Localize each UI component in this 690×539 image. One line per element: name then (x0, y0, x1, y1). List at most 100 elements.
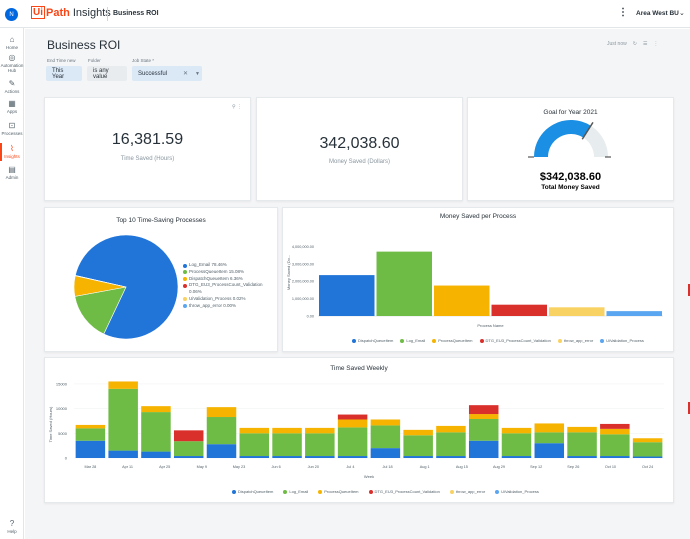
end-time-filter[interactable]: This Year (46, 66, 82, 81)
legend-item[interactable]: throw_app_error (449, 489, 485, 494)
pie-legend-item[interactable]: ProcessQueueItem 15.08% (183, 269, 267, 276)
sidebar-item-label: Automation Hub (0, 63, 24, 73)
pie-legend-item[interactable]: DispatchQueueItem 6.36% (183, 276, 267, 283)
chevron-down-icon[interactable]: ▼ (195, 70, 200, 77)
card-menu-icon[interactable]: ⚲ ⋮ (231, 104, 242, 110)
sidebar-item-help[interactable]: ? Help (0, 520, 24, 535)
job-state-filter[interactable]: Successful ✕ ▼ (132, 66, 202, 81)
bar (319, 275, 375, 316)
sidebar-item-processes[interactable]: ⊡ Processes (0, 122, 24, 137)
pie-slice (74, 234, 178, 340)
x-tick-label: Aug 1 (420, 465, 430, 469)
sidebar-item-insights[interactable]: ⌇ Insights (0, 143, 24, 161)
chevron-down-icon[interactable]: ⌄ (679, 10, 685, 17)
stacked-bar-segment (305, 456, 335, 458)
stacked-bar-segment (436, 432, 466, 457)
legend-item[interactable]: ProcessQueueItem (318, 489, 359, 494)
stacked-bar-segment (141, 451, 171, 458)
refresh-icon[interactable]: ↻ (632, 41, 637, 47)
sidebar-item-admin[interactable]: ▤ Admin (0, 166, 24, 181)
legend-item[interactable]: DTG_EU3_ProcessCount_Validation (479, 338, 551, 343)
money-saved-label: Money Saved (Dollars) (328, 159, 391, 165)
legend-item[interactable]: DTG_EU3_ProcessCount_Validation (368, 489, 440, 494)
pie-legend-item[interactable]: DTG_EU3_ProcessCount_Validation 0.06% (183, 282, 267, 296)
pie-chart-title: Top 10 Time-Saving Processes (116, 217, 206, 224)
goal-card: Goal for Year 2021 $342,038.60 Total Mon… (467, 97, 674, 201)
pie-chart (74, 234, 178, 340)
legend-dot (183, 277, 187, 282)
goal-title: Goal for Year 2021 (543, 109, 598, 116)
legend-item[interactable]: throw_app_error (557, 338, 594, 343)
legend-item[interactable]: Log_Email (283, 489, 308, 494)
stacked-bar-segment (141, 406, 171, 413)
more-options-icon[interactable]: ⋮ (618, 7, 628, 18)
dashboard-toolbar: Just now ↻ ☰ ⋮ (607, 41, 658, 47)
more-options-icon[interactable]: ⋮ (653, 41, 659, 47)
legend-label: UiValidation_Process (606, 338, 644, 343)
stacked-bar-segment (468, 405, 499, 415)
filter-label-end-time: End Time new (47, 58, 76, 63)
logo-ui: Ui (31, 6, 45, 19)
legend-item[interactable]: ProcessQueueItem (432, 338, 473, 343)
x-tick-label: Jun 6 (271, 465, 280, 469)
filter-icon[interactable]: ☰ (642, 41, 648, 47)
stacked-bar-segment (239, 456, 270, 458)
tenant-selector[interactable]: Area West BU (636, 10, 679, 17)
y-tick-label: 4,000,000.00 (292, 245, 314, 249)
filter-label-job-state: Job State * (132, 58, 155, 63)
y-tick-label: 1,000,000.00 (292, 297, 314, 301)
stacked-bar-segment (239, 427, 270, 434)
folder-filter[interactable]: is any value (87, 66, 127, 81)
pie-legend-item[interactable]: UiValidation_Process 0.02% (183, 296, 267, 303)
home-icon: ⌂ (9, 35, 15, 44)
x-tick-label: Jul 4 (346, 465, 354, 469)
time-saved-value: 16,381.59 (111, 131, 184, 148)
bar (434, 285, 490, 316)
logo-path: Path (46, 6, 70, 19)
sidebar-item-home[interactable]: ⌂ Home (0, 35, 24, 51)
legend-label: ProcessQueueItem (438, 338, 473, 343)
stacked-bar-segment (632, 442, 663, 457)
legend-label: DTG_EU3_ProcessCount_Validation 0.06% (189, 282, 263, 295)
stacked-bar-segment (632, 438, 663, 443)
weekly-chart-legend: DispatchQueueItem Log_Email ProcessQueueIt… (232, 489, 539, 494)
sidebar: ⌂ Home ◎ Automation Hub ✎ Actions ▦ Apps ⊡ Pr… (0, 28, 24, 539)
sidebar-item-actions[interactable]: ✎ Actions (0, 80, 24, 95)
legend-item[interactable]: UiValidation_Process (600, 338, 644, 343)
pie-legend-item[interactable]: throw_app_error 0.00% (183, 303, 267, 310)
stacked-bar-segment (337, 456, 368, 458)
legend-label: DispatchQueueItem 6.36% (189, 275, 243, 281)
pie-slice (74, 286, 127, 335)
stacked-bar-segment (567, 432, 597, 457)
y-axis-label: Money Saved (Do... (286, 255, 291, 290)
legend-item[interactable]: DispatchQueueItem (352, 338, 393, 343)
stacked-bar-segment (600, 434, 630, 457)
legend-item[interactable]: Log_Email (400, 338, 425, 343)
legend-item[interactable]: DispatchQueueItem (232, 489, 273, 494)
sidebar-item-automation-hub[interactable]: ◎ Automation Hub (0, 53, 24, 74)
money-chart-legend: DispatchQueueItem Log_Email ProcessQueueIt… (352, 338, 644, 343)
stacked-bar-segment (632, 456, 663, 458)
clear-icon[interactable]: ✕ (183, 71, 189, 77)
pie-legend-item[interactable]: Log_Email 78.46% (183, 262, 267, 269)
legend-item[interactable]: UiValidation_Process (495, 489, 539, 494)
org-avatar[interactable]: N (5, 8, 18, 21)
legend-dot (183, 297, 187, 302)
sidebar-item-apps[interactable]: ▦ Apps (0, 100, 24, 115)
hub-icon: ◎ (8, 53, 16, 62)
stacked-bar-segment (600, 423, 630, 429)
stacked-bar-segment (501, 427, 532, 434)
x-tick-label: Jul 18 (383, 465, 393, 469)
run-timestamp: Just now (607, 41, 627, 47)
x-tick-label: Apr 25 (159, 465, 170, 469)
legend-label: throw_app_error (563, 338, 594, 343)
job-state-value: Successful (138, 70, 168, 77)
uipath-logo[interactable]: Ui Path Insights (31, 6, 111, 19)
time-saved-weekly-chart: 0 5000 10000 15000 Mar 28 Apr 11 Apr 25 May 9 Ma… (48, 381, 664, 479)
y-axis-label: Time Saved (Hours) (48, 406, 53, 442)
stacked-bar-segment (468, 440, 499, 458)
legend-label: Log_Email (406, 338, 426, 343)
legend-dot (318, 489, 323, 494)
legend-dot (183, 263, 187, 268)
legend-dot (400, 338, 405, 343)
